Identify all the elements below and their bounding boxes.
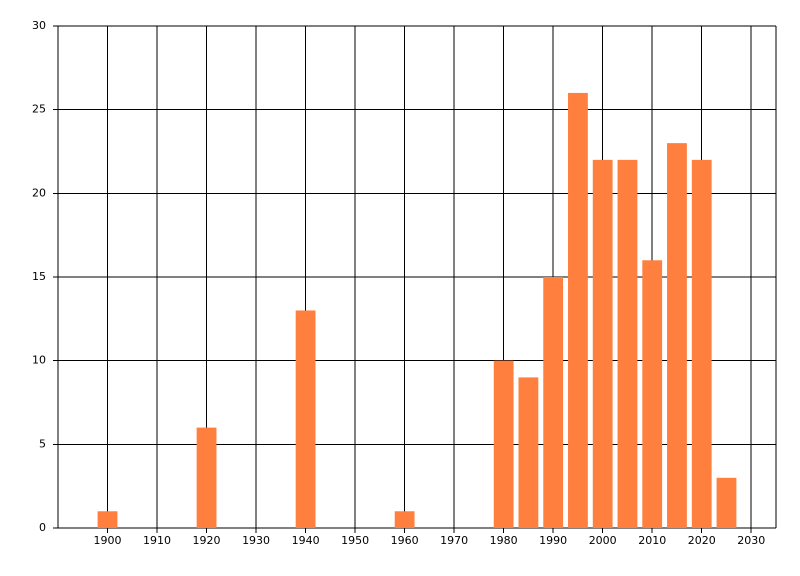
x-tick-label: 2010 (638, 534, 666, 547)
y-tick-label: 25 (32, 103, 46, 116)
x-tick-label: 1910 (143, 534, 171, 547)
x-tick-label: 1990 (539, 534, 567, 547)
y-tick-label: 5 (39, 437, 46, 450)
x-tick-label: 1960 (391, 534, 419, 547)
bar (518, 377, 539, 528)
bar (493, 360, 514, 528)
y-tick-label: 20 (32, 186, 46, 199)
bar (617, 159, 638, 528)
bar (394, 511, 415, 528)
bar (543, 277, 564, 528)
x-tick-label: 1970 (440, 534, 468, 547)
x-tick-label: 1900 (94, 534, 122, 547)
y-tick-label: 0 (39, 521, 46, 534)
y-tick-label: 10 (32, 354, 46, 367)
x-tick-label: 2020 (688, 534, 716, 547)
x-tick-label: 1980 (490, 534, 518, 547)
bar (592, 159, 613, 528)
y-tick-label: 30 (32, 19, 46, 32)
x-tick-label: 1920 (193, 534, 221, 547)
bar (97, 511, 118, 528)
x-tick-label: 1940 (292, 534, 320, 547)
bar (691, 159, 712, 528)
bar (667, 143, 687, 528)
x-tick-label: 1930 (242, 534, 270, 547)
bar (295, 310, 316, 528)
bar (642, 260, 663, 528)
bar (568, 92, 588, 528)
x-tick-label: 2000 (589, 534, 617, 547)
x-tick-label: 1950 (341, 534, 369, 547)
bar (196, 427, 217, 528)
bar (716, 477, 737, 528)
y-tick-label: 15 (32, 270, 46, 283)
x-tick-label: 2030 (737, 534, 765, 547)
